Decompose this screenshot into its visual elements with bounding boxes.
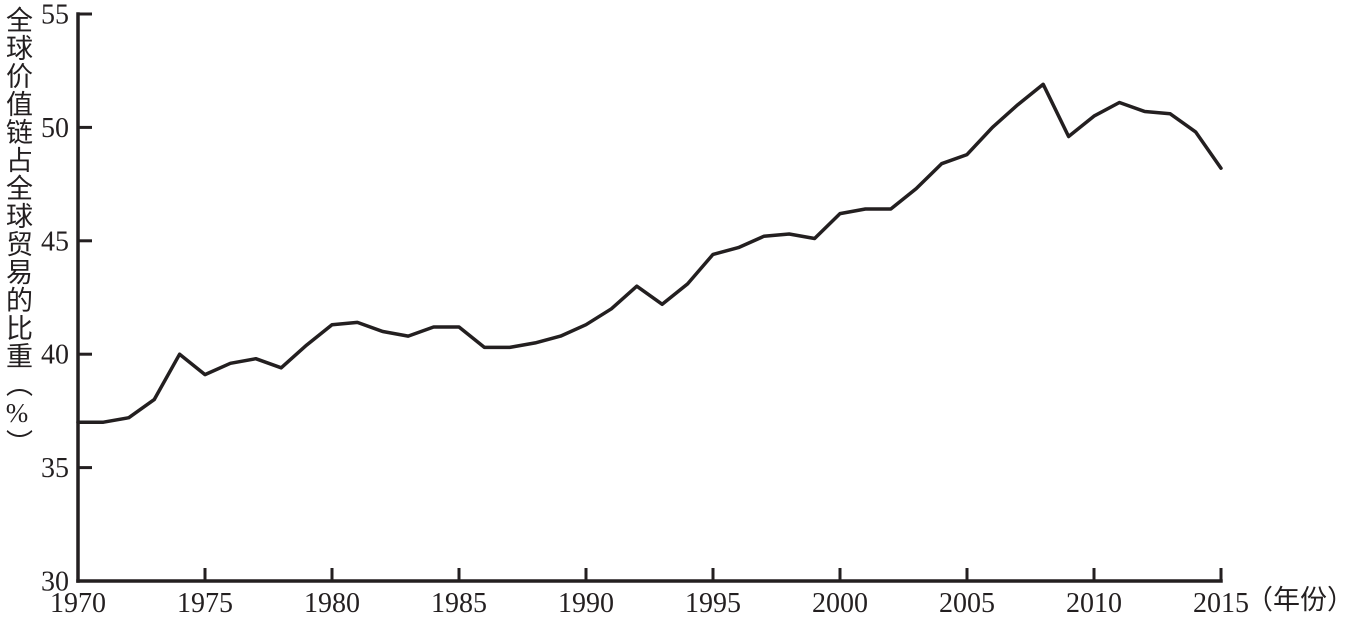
x-tick-label: 2000 [812,588,868,619]
y-tick-label: 50 [41,113,69,144]
x-tick-label: 1975 [177,588,233,619]
y-axis-title: 全球价值链占全球贸易的比重（%） [2,6,32,457]
y-tick-label: 45 [41,226,69,257]
x-tick-label: 2010 [1066,588,1122,619]
y-tick-label: 35 [41,453,69,484]
x-axis-unit-label: （年份） [1246,585,1354,615]
x-tick-label: 1970 [50,588,106,619]
x-tick-label: 1990 [558,588,614,619]
x-tick-label: 2005 [939,588,995,619]
x-tick-label: 1985 [431,588,487,619]
y-tick-label: 55 [41,0,69,31]
y-tick-label: 30 [41,567,69,598]
x-tick-label: 1995 [685,588,741,619]
y-tick-label: 40 [41,340,69,371]
trend-line [76,82,1223,424]
x-tick-label: 1980 [304,588,360,619]
x-tick-label: 2015 [1193,588,1249,619]
